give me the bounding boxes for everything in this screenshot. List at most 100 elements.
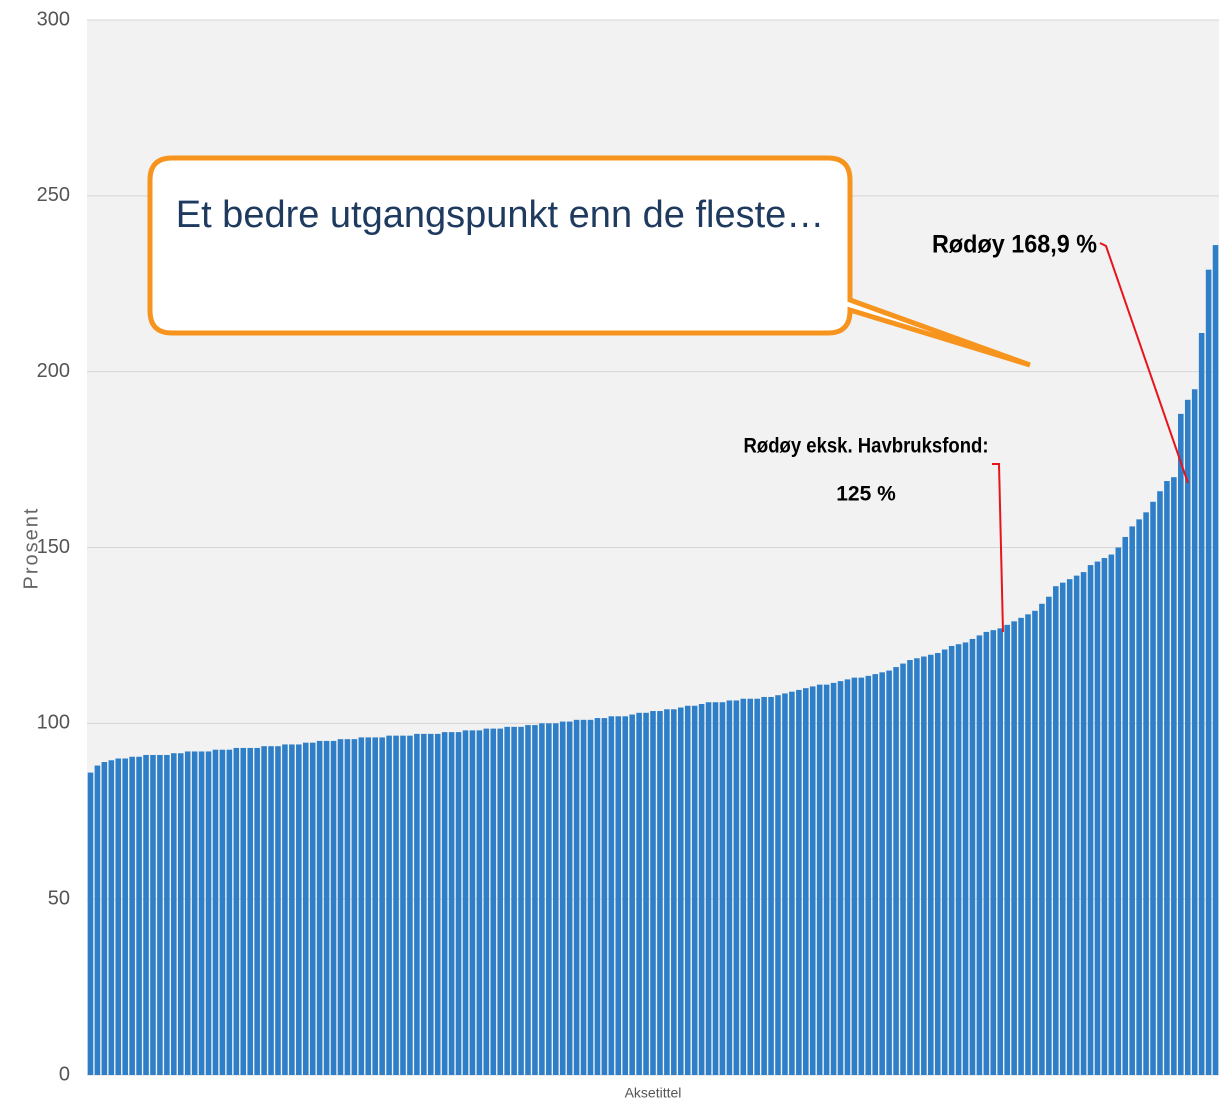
y-axis-label: Prosent — [20, 507, 42, 590]
bar — [761, 696, 767, 1075]
bar — [1053, 586, 1059, 1075]
bar — [177, 753, 184, 1075]
bar — [184, 751, 191, 1075]
bar — [768, 696, 774, 1075]
bar — [198, 751, 205, 1075]
bar — [552, 723, 559, 1075]
callout-bubble — [147, 155, 1031, 368]
y-tick-label: 250 — [37, 184, 70, 206]
bar — [1136, 519, 1142, 1075]
bar — [1094, 561, 1101, 1075]
bar — [1122, 536, 1129, 1075]
bar — [657, 711, 663, 1075]
bar — [1178, 413, 1184, 1075]
bar — [323, 740, 330, 1075]
bar — [1004, 624, 1010, 1075]
bar — [289, 744, 295, 1075]
bar — [469, 730, 476, 1075]
bar — [1073, 575, 1080, 1075]
bar — [789, 691, 795, 1075]
bar — [150, 754, 156, 1075]
bar — [532, 725, 538, 1075]
bar — [747, 698, 754, 1075]
bar — [511, 726, 517, 1075]
bar — [601, 718, 608, 1075]
bar — [421, 733, 427, 1075]
bar — [344, 739, 351, 1075]
bar — [87, 772, 94, 1075]
bar — [337, 739, 344, 1075]
bar — [483, 728, 490, 1075]
annotation-line — [1099, 242, 1189, 484]
y-tick-label: 150 — [37, 536, 70, 558]
bar — [566, 721, 573, 1075]
y-tick-label: 200 — [37, 360, 70, 382]
bar — [921, 656, 927, 1075]
bar — [733, 700, 740, 1075]
bar — [157, 754, 163, 1075]
bar — [212, 749, 219, 1075]
bar — [427, 733, 434, 1075]
bar — [108, 760, 115, 1075]
bar — [122, 758, 128, 1075]
bar — [1157, 491, 1163, 1075]
bar — [837, 681, 844, 1075]
bar — [1039, 603, 1045, 1075]
bar — [233, 747, 240, 1075]
bar — [962, 642, 969, 1075]
bar — [1115, 547, 1122, 1075]
bar — [858, 677, 865, 1075]
bar — [643, 712, 649, 1075]
bar — [671, 709, 677, 1075]
bar — [636, 712, 642, 1075]
bar — [823, 684, 830, 1075]
bar — [358, 737, 365, 1075]
bar — [900, 663, 906, 1075]
bar — [997, 628, 1004, 1075]
bar — [1150, 501, 1156, 1075]
bar — [934, 653, 941, 1075]
bar — [629, 714, 635, 1075]
bar — [164, 754, 170, 1075]
bar — [1205, 269, 1212, 1075]
bar — [282, 744, 288, 1075]
bar — [379, 737, 385, 1075]
bar — [386, 735, 392, 1075]
bar — [865, 675, 872, 1075]
x-axis-label: Aksetittel — [625, 1085, 682, 1101]
bar — [351, 739, 358, 1075]
bar — [365, 737, 372, 1075]
bar — [1129, 526, 1135, 1075]
callout-text: Et bedre utgangspunkt enn de fleste… — [175, 194, 825, 236]
bar — [914, 658, 920, 1075]
y-tick-label: 100 — [37, 712, 70, 734]
bar — [955, 644, 962, 1075]
bar — [226, 749, 233, 1075]
bar — [678, 707, 684, 1075]
bar — [1184, 399, 1191, 1075]
y-tick-label: 0 — [59, 1063, 70, 1085]
bar — [705, 702, 712, 1075]
bar — [407, 735, 413, 1075]
annotation-line — [992, 463, 1004, 633]
bar — [247, 747, 253, 1075]
bar — [796, 689, 802, 1075]
y-tick-label: 300 — [37, 8, 70, 30]
bar — [782, 693, 788, 1075]
bar — [726, 700, 733, 1075]
bar — [504, 726, 510, 1075]
bar — [928, 654, 934, 1075]
bar — [594, 718, 601, 1075]
bar — [907, 660, 913, 1075]
bar — [448, 732, 455, 1075]
bar — [1191, 389, 1198, 1075]
bar — [1164, 481, 1170, 1075]
bar — [615, 716, 622, 1075]
bar — [1046, 596, 1052, 1075]
bar — [1143, 512, 1149, 1075]
bar — [559, 721, 566, 1075]
bar — [941, 649, 948, 1075]
bar — [1108, 554, 1115, 1075]
bar — [816, 684, 823, 1075]
bar — [309, 742, 316, 1075]
